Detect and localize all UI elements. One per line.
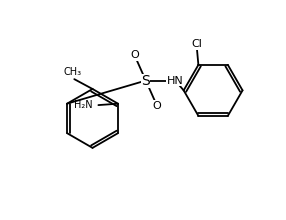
Text: CH₃: CH₃ [64, 67, 82, 77]
Text: Cl: Cl [192, 39, 202, 50]
Text: S: S [142, 73, 150, 88]
Text: HN: HN [167, 75, 184, 86]
Text: H₂N: H₂N [74, 100, 92, 110]
Text: O: O [130, 50, 139, 60]
Text: O: O [153, 101, 161, 111]
